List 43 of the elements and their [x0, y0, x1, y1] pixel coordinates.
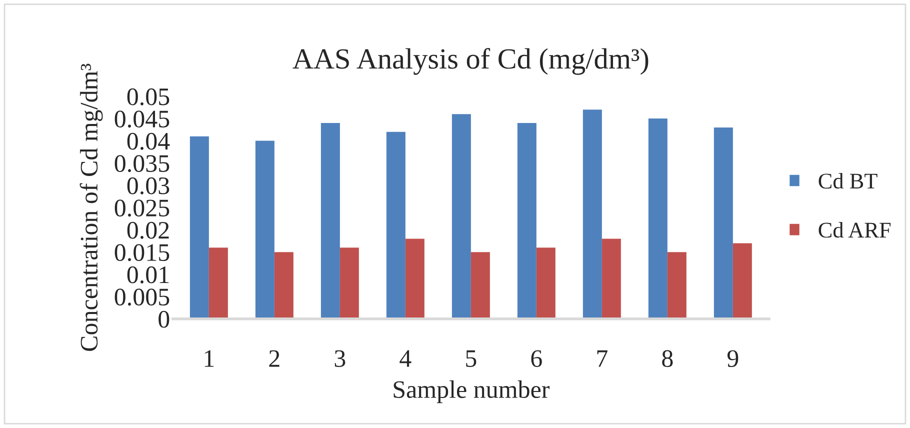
y-tick-label: 0.01	[127, 266, 169, 284]
y-tick-label: 0.015	[114, 244, 170, 262]
bar	[536, 248, 556, 319]
x-tick-label: 2	[269, 350, 280, 367]
x-tick-label: 9	[727, 350, 738, 368]
x-tick-label: 8	[662, 350, 673, 368]
x-axis-title: Sample number	[394, 380, 550, 404]
bar	[340, 248, 359, 319]
y-axis-title: Concentration of Cd mg/dm³	[80, 64, 103, 351]
y-tick-label: 0.005	[114, 288, 170, 306]
bar	[732, 243, 752, 319]
y-tick-label: 0.05	[127, 88, 170, 106]
x-tick-label: 5	[466, 350, 476, 368]
bar	[517, 123, 536, 319]
y-tick-label: 0	[158, 310, 170, 328]
bar	[582, 110, 602, 319]
bar	[405, 238, 424, 319]
y-tick-label: 0.025	[114, 200, 170, 217]
bar	[452, 114, 471, 319]
x-tick-label: 6	[531, 350, 542, 368]
bar	[274, 252, 294, 319]
bar	[714, 127, 733, 319]
y-tick-label: 0.035	[114, 155, 170, 172]
bar	[667, 252, 686, 319]
bar	[320, 123, 340, 319]
bar	[648, 118, 668, 319]
bar	[190, 136, 209, 319]
bar	[255, 140, 274, 319]
y-tick-label: 0.02	[127, 222, 169, 239]
x-tick-label: 1	[204, 350, 214, 367]
legend-label: Cd BT	[818, 172, 878, 189]
x-tick-label: 4	[400, 350, 412, 367]
x-tick-label: 3	[334, 350, 346, 368]
x-tick-label: 7	[597, 350, 608, 367]
bar	[470, 252, 490, 319]
y-tick-label: 0.04	[127, 132, 170, 150]
chart-title: AAS Analysis of Cd (mg/dm³)	[292, 48, 648, 75]
y-tick-label: 0.03	[127, 177, 170, 194]
y-tick-label: 0.045	[114, 110, 170, 128]
bar	[208, 248, 228, 319]
bar	[602, 238, 621, 319]
bar	[386, 132, 406, 319]
legend-label: Cd ARF	[818, 222, 891, 238]
